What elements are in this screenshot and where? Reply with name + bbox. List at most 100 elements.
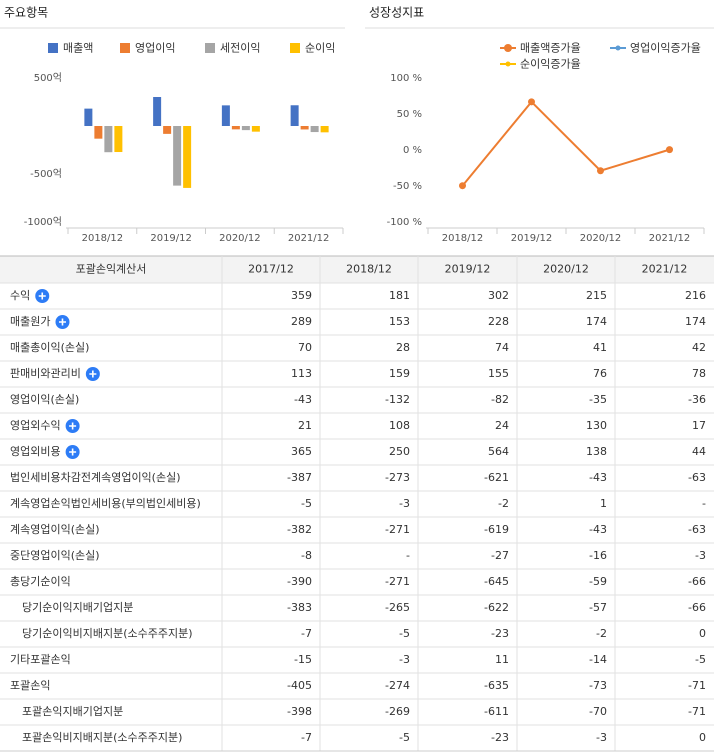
legend-label: 매출액: [63, 42, 93, 55]
table-header-cell: 2017/12: [248, 263, 294, 276]
legend-swatch: [120, 43, 130, 53]
legend-label: 영업이익증가율: [630, 42, 701, 55]
expand-plus: [69, 422, 77, 430]
table-cell: -35: [589, 393, 607, 406]
table-cell: -405: [287, 679, 312, 692]
table-cell: 155: [488, 367, 509, 380]
table-cell: 174: [685, 315, 706, 328]
table-cell: -59: [589, 575, 607, 588]
bar: [153, 97, 162, 126]
x-tick-label: 2021/12: [288, 233, 330, 244]
table-cell: 74: [495, 341, 509, 354]
row-label: 기타포괄손익: [10, 653, 71, 666]
table-cell: 153: [389, 315, 410, 328]
y-tick-label: -100 %: [387, 217, 422, 228]
table-cell: -269: [385, 705, 410, 718]
table-cell: -36: [688, 393, 706, 406]
bar: [173, 126, 182, 186]
table-cell: -2: [498, 497, 509, 510]
table-cell: -3: [695, 549, 706, 562]
row-label: 계속영업이익(손실): [10, 523, 100, 536]
table-cell: 113: [291, 367, 312, 380]
table-cell: -8: [301, 549, 312, 562]
table-header-cell: 포괄손익계산서: [76, 263, 147, 276]
y-tick-label: 50 %: [397, 109, 422, 120]
row-label: 당기순이익지배기업지분: [22, 601, 133, 614]
bar: [300, 126, 309, 130]
table-header-bg: [0, 256, 714, 283]
bar: [104, 126, 113, 153]
table-cell: 1: [600, 497, 607, 510]
row-label: 포괄손익: [10, 679, 50, 692]
legend-label: 영업이익: [135, 42, 175, 55]
table-cell: -14: [589, 653, 607, 666]
row-label: 수익: [10, 289, 30, 302]
bar: [310, 126, 319, 133]
table-cell: -621: [484, 471, 509, 484]
table-cell: -70: [589, 705, 607, 718]
legend-swatch: [290, 43, 300, 53]
table-cell: -3: [399, 497, 410, 510]
table-cell: -66: [688, 575, 706, 588]
table-cell: 41: [593, 341, 607, 354]
x-tick-label: 2019/12: [511, 233, 553, 244]
row-label: 매출원가: [10, 315, 50, 328]
table-cell: -5: [399, 731, 410, 744]
table-cell: -622: [484, 601, 509, 614]
legend-label: 순이익증가율: [520, 58, 581, 71]
y-tick-label: 0 %: [403, 145, 422, 156]
legend-swatch: [48, 43, 58, 53]
bar: [183, 126, 192, 188]
bar: [114, 126, 123, 153]
table-cell: -71: [688, 679, 706, 692]
y-tick-label: -500억: [30, 168, 62, 180]
chart-title: 성장성지표: [369, 6, 424, 20]
point: [597, 167, 604, 175]
table-cell: 76: [593, 367, 607, 380]
row-label: 총당기순이익: [10, 575, 71, 588]
x-tick-label: 2020/12: [580, 233, 622, 244]
table-cell: -23: [491, 731, 509, 744]
table-cell: 21: [298, 419, 312, 432]
row-label: 영업이익(손실): [10, 393, 79, 406]
legend-marker: [504, 44, 512, 52]
table-cell: -43: [589, 523, 607, 536]
table-cell: 250: [389, 445, 410, 458]
legend-label: 순이익: [305, 42, 335, 55]
bar: [231, 126, 240, 130]
table-cell: -635: [484, 679, 509, 692]
row-label: 계속영업손익법인세비용(부의법인세비용): [10, 497, 201, 510]
table-cell: 17: [692, 419, 706, 432]
table-cell: -: [702, 497, 706, 510]
bar: [251, 126, 260, 132]
table-cell: -3: [596, 731, 607, 744]
row-label: 법인세비용차감전계속영업이익(손실): [10, 471, 181, 484]
bar: [320, 126, 329, 133]
table-cell: -15: [294, 653, 312, 666]
table-cell: -383: [287, 601, 312, 614]
bar: [84, 108, 93, 126]
row-label: 당기순이익비지배지분(소수주주지분): [22, 627, 193, 640]
y-tick-label: -50 %: [393, 181, 422, 192]
table-cell: -66: [688, 601, 706, 614]
table-cell: -611: [484, 705, 509, 718]
legend-swatch: [205, 43, 215, 53]
table-cell: 289: [291, 315, 312, 328]
row-label: 매출총이익(손실): [10, 341, 89, 354]
bar: [221, 105, 230, 126]
table-cell: 70: [298, 341, 312, 354]
table-cell: 0: [699, 627, 706, 640]
legend-marker: [505, 61, 511, 67]
table-cell: 159: [389, 367, 410, 380]
point: [666, 146, 673, 154]
table-cell: -398: [287, 705, 312, 718]
table-cell: -5: [695, 653, 706, 666]
table-cell: -3: [399, 653, 410, 666]
x-tick-label: 2018/12: [82, 233, 124, 244]
table-cell: -16: [589, 549, 607, 562]
table-cell: 228: [488, 315, 509, 328]
table-cell: -63: [688, 523, 706, 536]
table-header-cell: 2018/12: [346, 263, 392, 276]
table-cell: 11: [495, 653, 509, 666]
expand-plus: [58, 318, 66, 326]
